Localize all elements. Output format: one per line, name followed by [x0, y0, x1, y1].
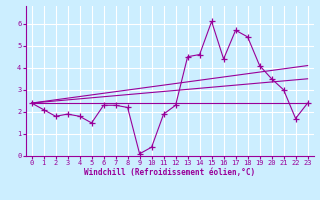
X-axis label: Windchill (Refroidissement éolien,°C): Windchill (Refroidissement éolien,°C) — [84, 168, 255, 177]
